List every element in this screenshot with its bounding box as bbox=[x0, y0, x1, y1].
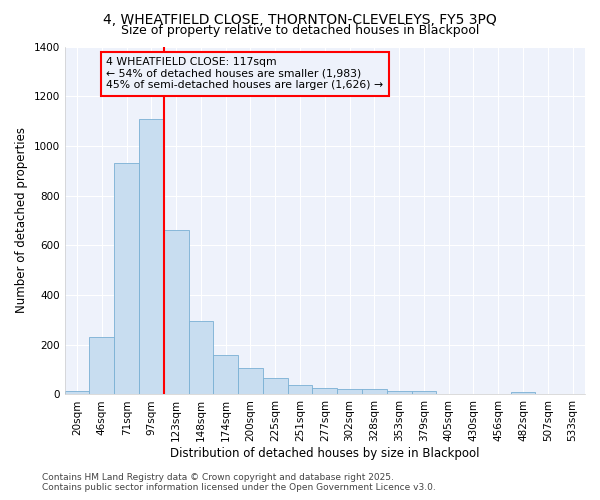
Bar bbox=[188, 321, 214, 394]
Bar bbox=[238, 368, 263, 394]
Bar bbox=[263, 378, 287, 394]
Bar bbox=[313, 388, 337, 394]
Bar bbox=[287, 385, 313, 394]
Bar bbox=[114, 164, 139, 394]
Text: Size of property relative to detached houses in Blackpool: Size of property relative to detached ho… bbox=[121, 24, 479, 37]
Bar bbox=[65, 390, 89, 394]
Text: 4 WHEATFIELD CLOSE: 117sqm
← 54% of detached houses are smaller (1,983)
45% of s: 4 WHEATFIELD CLOSE: 117sqm ← 54% of deta… bbox=[106, 57, 383, 90]
Bar bbox=[164, 230, 188, 394]
Bar bbox=[387, 390, 412, 394]
Bar bbox=[337, 389, 362, 394]
Bar bbox=[362, 390, 387, 394]
Bar bbox=[214, 354, 238, 395]
Bar bbox=[139, 118, 164, 394]
Y-axis label: Number of detached properties: Number of detached properties bbox=[15, 128, 28, 314]
Bar bbox=[511, 392, 535, 394]
Bar bbox=[412, 392, 436, 394]
X-axis label: Distribution of detached houses by size in Blackpool: Distribution of detached houses by size … bbox=[170, 447, 479, 460]
Bar bbox=[89, 338, 114, 394]
Text: 4, WHEATFIELD CLOSE, THORNTON-CLEVELEYS, FY5 3PQ: 4, WHEATFIELD CLOSE, THORNTON-CLEVELEYS,… bbox=[103, 12, 497, 26]
Text: Contains HM Land Registry data © Crown copyright and database right 2025.
Contai: Contains HM Land Registry data © Crown c… bbox=[42, 473, 436, 492]
